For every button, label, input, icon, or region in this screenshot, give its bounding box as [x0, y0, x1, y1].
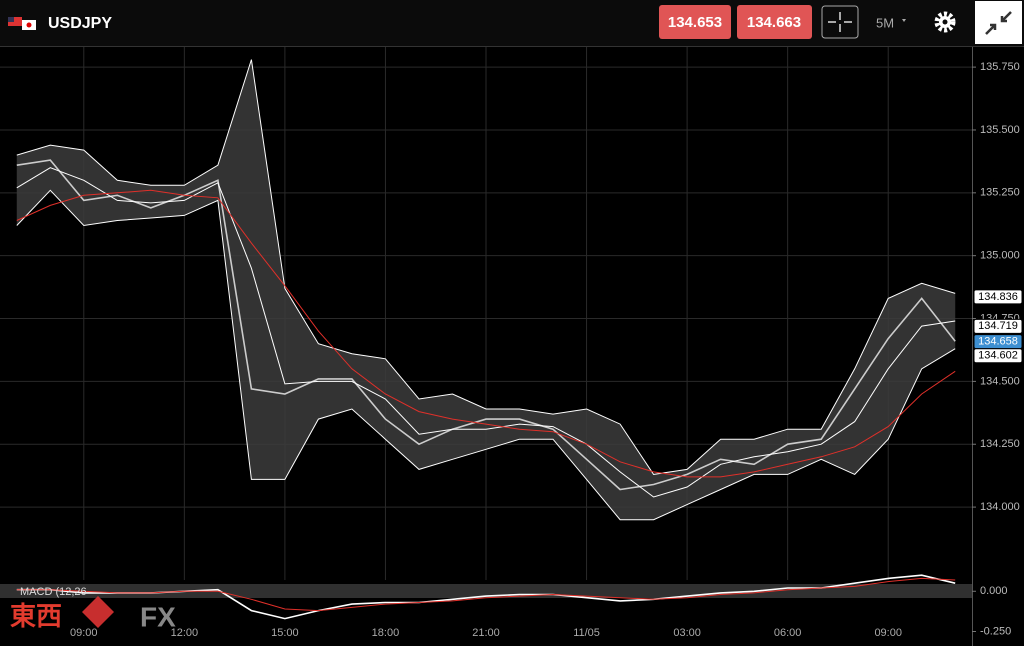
y-tick-label: 0.000: [980, 585, 1008, 597]
price-tag: [973, 289, 1023, 305]
price-tag-label: 134.658: [978, 336, 1018, 348]
price-tag: [973, 348, 1023, 364]
x-tick-label: 03:00: [673, 627, 701, 639]
flags: [8, 17, 36, 30]
y-tick-label: 135.750: [980, 61, 1020, 73]
x-tick-label: 09:00: [874, 627, 902, 639]
settings-button[interactable]: [934, 11, 956, 33]
watermark: 東西 FX: [10, 596, 176, 632]
series-line: [16, 189, 956, 478]
y-tick-label: 134.500: [980, 375, 1020, 387]
bid-price[interactable]: 134.653: [668, 14, 722, 31]
toolbar: [0, 0, 1024, 46]
plot: 09:00 12:00 15:00 18:00 21:00 11/05 03:00 06:00…: [0, 47, 1023, 646]
collapse-icon[interactable]: [985, 11, 1012, 35]
series-line: [16, 59, 956, 475]
series-line: [16, 577, 956, 612]
y-tick-label: 134.000: [980, 501, 1020, 513]
gear-teeth[interactable]: [934, 11, 956, 33]
logo-diamond: [82, 596, 114, 628]
price-tag-label: 134.719: [978, 320, 1018, 332]
x-tick-label: 09:00: [70, 627, 98, 639]
bollinger-fill: [16, 59, 956, 520]
watermark-right: FX: [140, 601, 176, 632]
jp-flag-sun: [26, 22, 32, 28]
symbol: USDJPY: [48, 15, 112, 32]
series-line: [16, 167, 956, 498]
y-tick-label: 134.250: [980, 438, 1020, 450]
price-tag-label: 134.836: [978, 291, 1018, 303]
x-tick-label: 21:00: [472, 627, 500, 639]
watermark-left: 東西: [10, 601, 62, 631]
y-tick-label: -0.250: [980, 625, 1011, 637]
x-tick-label: 15:00: [271, 627, 299, 639]
ask-price[interactable]: 134.663: [747, 14, 801, 31]
fullscreen-button[interactable]: [975, 1, 1022, 44]
timeframe[interactable]: 5M: [876, 15, 894, 30]
y-tick-label: 135.000: [980, 250, 1020, 262]
us-flag-canton: [8, 17, 14, 22]
price-tag: [973, 318, 1023, 334]
gear-hole[interactable]: [942, 19, 948, 25]
series-line: [16, 189, 956, 521]
x-tick-label: 06:00: [774, 627, 802, 639]
indicator-title: MACD (12,26: [20, 586, 87, 598]
crosshair-icon[interactable]: [828, 12, 852, 32]
sell-button[interactable]: [659, 5, 731, 39]
y-tick-label: 135.250: [980, 187, 1020, 199]
timeframe-caret[interactable]: [902, 19, 906, 22]
us-flag: [8, 17, 22, 26]
y-tick-label: 135.500: [980, 124, 1020, 136]
price-tag-label: 134.602: [978, 350, 1018, 362]
crosshair-frame[interactable]: [821, 5, 859, 39]
buy-button[interactable]: [737, 5, 812, 39]
series-line: [16, 159, 956, 491]
crosshair-button[interactable]: [821, 5, 859, 39]
x-tick-label: 18:00: [372, 627, 400, 639]
x-tick-label: 12:00: [171, 627, 199, 639]
x-tick-label: 11/05: [573, 627, 600, 639]
